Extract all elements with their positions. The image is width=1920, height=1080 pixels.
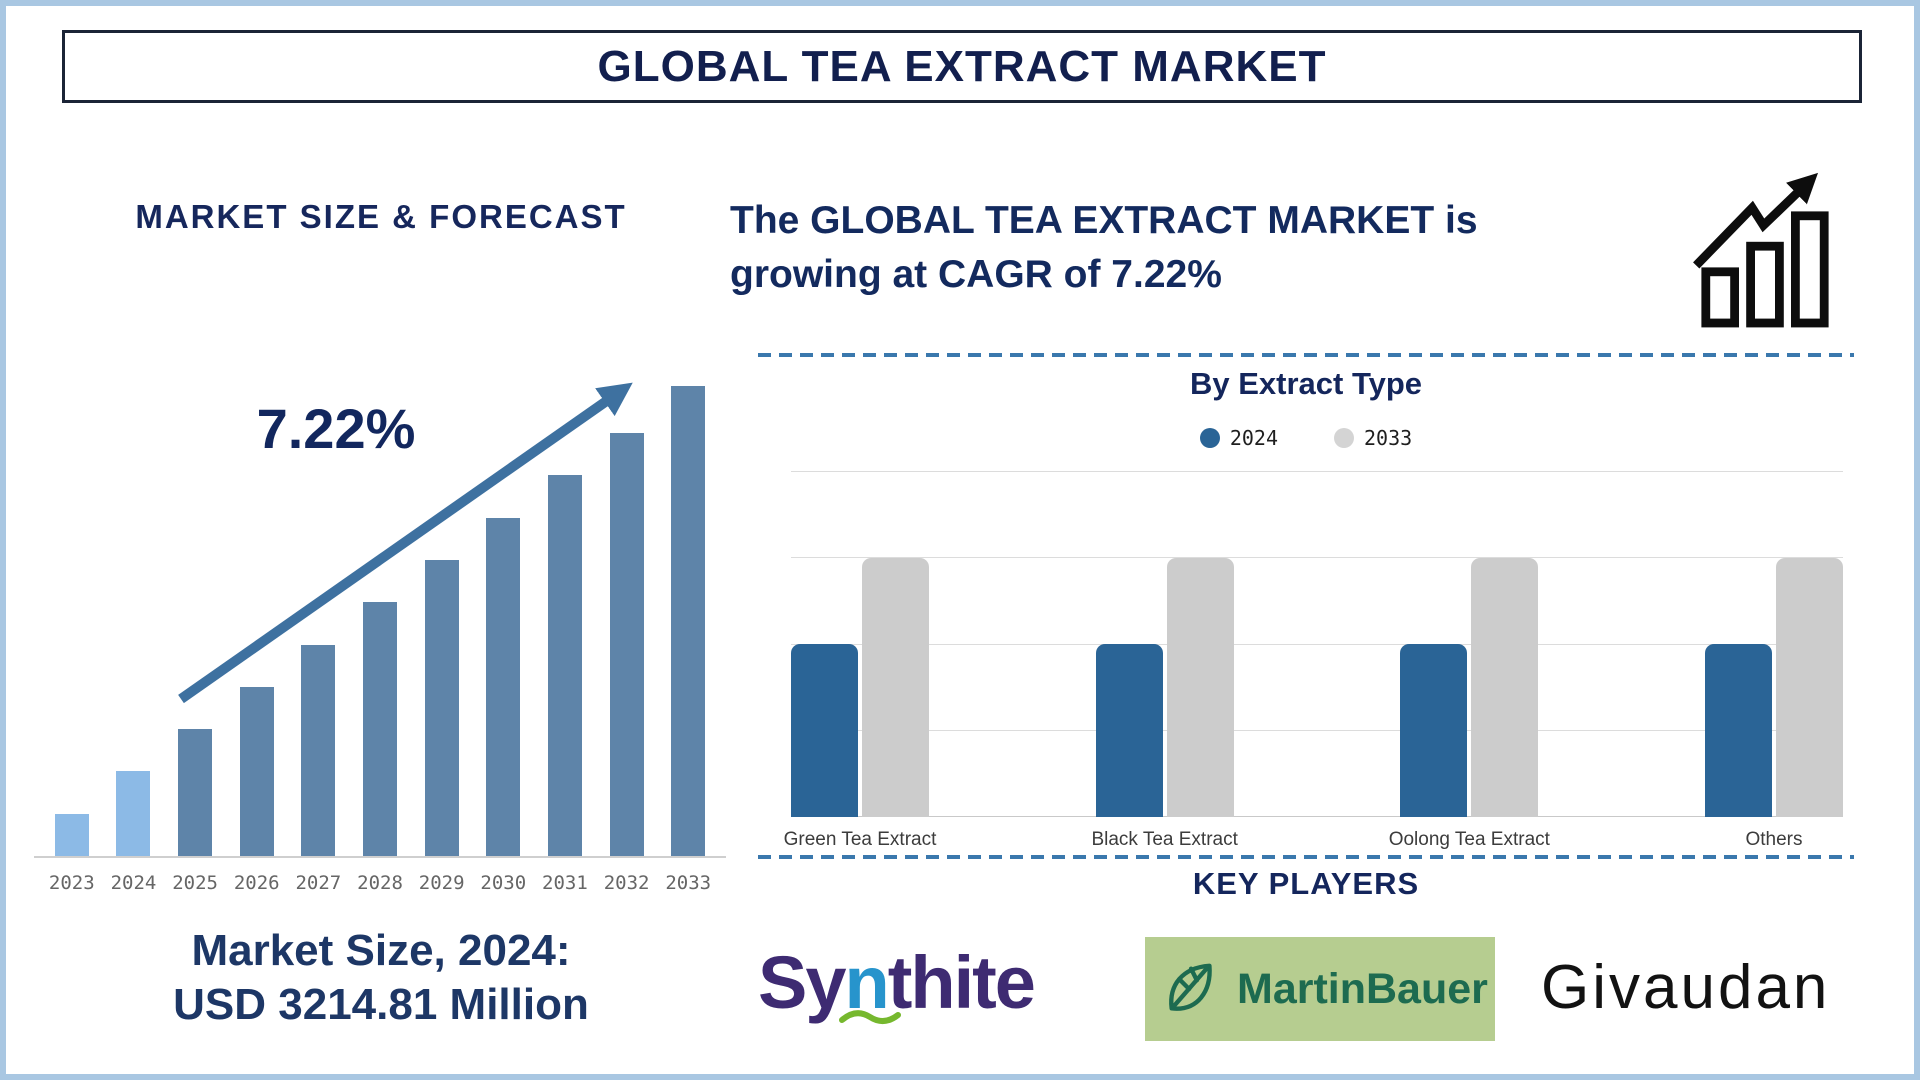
cagr-value-label: 7.22% <box>256 397 416 460</box>
extract-category-label: Green Tea Extract <box>783 829 937 850</box>
logo-givaudan: Givaudan <box>1541 953 1831 1022</box>
forecast-column-2025: 2025 <box>164 386 226 894</box>
cagr-statement: The GLOBAL TEA EXTRACT MARKET is growing… <box>730 194 1530 302</box>
forecast-tick-2027: 2027 <box>295 872 342 894</box>
forecast-axis-line <box>34 856 726 858</box>
forecast-tick-2028: 2028 <box>357 872 403 894</box>
forecast-column-2026: 2026 <box>226 386 288 894</box>
legend-label: 2033 <box>1364 426 1413 450</box>
bar-2024-Oolong Tea Extract <box>1400 644 1468 817</box>
extract-type-chart: Green Tea Extract Black Tea Extract Oolong… <box>784 471 1843 850</box>
forecast-bar-2024 <box>116 771 151 856</box>
extract-category-label: Oolong Tea Extract <box>1388 829 1550 850</box>
bar-2024-Green Tea Extract <box>791 644 858 817</box>
forecast-bar-2025 <box>178 729 213 856</box>
forecast-column-2024: 2024 <box>103 386 165 894</box>
bar-2024-Others <box>1704 644 1772 817</box>
extract-category-label: Others <box>1745 829 1803 850</box>
forecast-tick-2030: 2030 <box>480 872 527 894</box>
page-title: GLOBAL TEA EXTRACT MARKET <box>597 41 1327 91</box>
forecast-tick-2024: 2024 <box>110 872 157 894</box>
forecast-tick-2032: 2032 <box>603 872 650 894</box>
bar-2033-Oolong Tea Extract <box>1471 557 1539 817</box>
cagr-statement-line1: The GLOBAL TEA EXTRACT MARKET is <box>730 199 1478 242</box>
extract-category-label: Black Tea Extract <box>1091 829 1238 850</box>
dashed-divider-top <box>758 353 1854 357</box>
synthite-text-after: thite <box>887 941 1036 1024</box>
forecast-column-2031: 2031 <box>534 386 596 894</box>
synthite-swoosh-icon <box>838 1010 901 1024</box>
forecast-tick-2029: 2029 <box>418 872 465 894</box>
market-size-callout: Market Size, 2024: USD 3214.81 Million <box>61 924 701 1031</box>
legend-label: 2024 <box>1229 426 1278 450</box>
bar-2033-Green Tea Extract <box>862 557 929 817</box>
forecast-tick-2033: 2033 <box>665 872 712 894</box>
forecast-column-2030: 2030 <box>472 386 534 894</box>
dashed-divider-bottom <box>758 855 1854 859</box>
cagr-statement-line2: growing at CAGR of 7.22% <box>730 252 1222 296</box>
trend-arrow-icon <box>178 382 633 704</box>
legend-dot-2033 <box>1334 428 1354 448</box>
gridline <box>791 557 1843 558</box>
forecast-column-2029: 2029 <box>411 386 473 894</box>
title-banner: GLOBAL TEA EXTRACT MARKET <box>62 30 1862 103</box>
key-players-logos: Sy n thite MartinBauer Givaudan <box>758 934 1868 1044</box>
extract-group-Others: Others <box>1704 471 1843 850</box>
forecast-heading: MARKET SIZE & FORECAST <box>135 198 627 235</box>
forecast-column-2033: 2033 <box>657 386 719 894</box>
forecast-bar-2023 <box>54 813 89 856</box>
gridline <box>791 644 1843 645</box>
forecast-bar-2028 <box>363 602 398 856</box>
bar-2033-Others <box>1775 557 1843 817</box>
forecast-bar-2031 <box>547 475 582 856</box>
forecast-bar-2029 <box>424 559 459 856</box>
synthite-accent-letter: n <box>838 940 901 1025</box>
leaf-icon <box>1169 963 1212 1011</box>
forecast-bar-chart: 2023 2024 2025 2026 2027 2028 2029 2030 2031 2032… <box>41 386 719 894</box>
synthite-text-before: Sy <box>758 941 847 1024</box>
forecast-bar-2026 <box>239 686 274 856</box>
forecast-tick-2026: 2026 <box>233 872 280 894</box>
key-players-title: KEY PLAYERS <box>1192 866 1420 901</box>
forecast-bar-2030 <box>486 517 521 856</box>
forecast-bar-2032 <box>609 433 644 856</box>
baseline <box>791 816 1843 817</box>
forecast-tick-2023: 2023 <box>48 872 95 894</box>
extract-group-Green Tea Extract: Green Tea Extract <box>784 471 936 850</box>
market-size-line1: Market Size, 2024: <box>191 926 571 975</box>
forecast-column-2027: 2027 <box>288 386 350 894</box>
market-size-line2: USD 3214.81 Million <box>173 979 589 1029</box>
logo-martinbauer: MartinBauer <box>1145 937 1495 1041</box>
extract-type-legend: 2024 2033 <box>758 426 1854 450</box>
legend-item-2024: 2024 <box>1199 426 1278 450</box>
forecast-column-2023: 2023 <box>41 386 103 894</box>
bar-2033-Black Tea Extract <box>1166 557 1234 817</box>
extract-type-title: By Extract Type <box>1189 366 1422 401</box>
gridline <box>791 471 1843 472</box>
forecast-bar-2027 <box>301 644 336 856</box>
legend-dot-2024 <box>1199 428 1220 448</box>
martinbauer-wordmark: MartinBauer <box>1237 964 1488 1013</box>
extract-group-Oolong Tea Extract: Oolong Tea Extract <box>1389 471 1550 850</box>
logo-synthite: Sy n thite <box>758 940 1036 1025</box>
growth-chart-icon <box>1693 172 1829 328</box>
legend-item-2033: 2033 <box>1334 426 1412 450</box>
extract-group-Black Tea Extract: Black Tea Extract <box>1091 471 1238 850</box>
bar-2024-Black Tea Extract <box>1095 644 1163 817</box>
forecast-bar-2033 <box>671 386 706 856</box>
forecast-tick-2025: 2025 <box>172 872 218 894</box>
extract-type-bars: Green Tea Extract Black Tea Extract Oolong… <box>784 471 1843 850</box>
gridline <box>791 730 1843 731</box>
forecast-column-2028: 2028 <box>349 386 411 894</box>
forecast-tick-2031: 2031 <box>542 872 588 894</box>
forecast-column-2032: 2032 <box>596 386 658 894</box>
